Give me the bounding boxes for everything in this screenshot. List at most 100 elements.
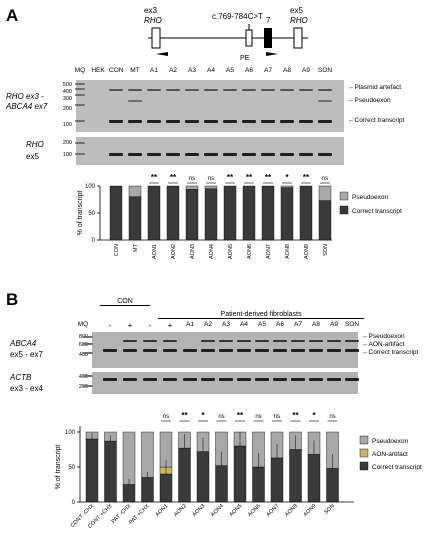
correct-band-b bbox=[201, 349, 215, 352]
reverse-primer-icon bbox=[266, 52, 278, 56]
chart-b-bar-correct-transcript bbox=[141, 477, 154, 503]
pe-box bbox=[245, 29, 253, 47]
correct-band-b bbox=[309, 349, 323, 352]
lane-label-b-7: A8 bbox=[312, 321, 320, 328]
chx-label-1: + bbox=[127, 321, 133, 330]
chart-a-significance: ns bbox=[322, 176, 328, 182]
pseudoexon-band-b bbox=[219, 340, 233, 342]
correct-band-b bbox=[219, 349, 233, 352]
chart-b-bar-pseudoexon bbox=[215, 431, 228, 466]
lane-label-b-8: A9 bbox=[330, 321, 338, 328]
chart-a-bar-correct-transcript bbox=[318, 200, 332, 241]
annot-correct-a: ←Correct transcript bbox=[348, 117, 405, 124]
chart-b-bar-correct-transcript bbox=[104, 440, 117, 503]
lane-label-a-7: A4 bbox=[207, 67, 215, 74]
group-con: CON bbox=[100, 298, 150, 306]
chart-a-bar-pseudoexon bbox=[185, 185, 199, 190]
plasmid-band bbox=[318, 89, 332, 91]
actb-band bbox=[103, 378, 117, 381]
pseudoexon-band-b bbox=[291, 340, 305, 342]
lane-label-mq: MQ bbox=[77, 321, 89, 328]
lane-label-b-0: A1 bbox=[186, 321, 194, 328]
actb-band bbox=[345, 378, 359, 381]
chart-a-bar-correct-transcript bbox=[128, 196, 142, 241]
rho2-label: RHO bbox=[290, 16, 308, 25]
chart-b-significance: ** bbox=[181, 411, 188, 420]
correct-band bbox=[318, 120, 332, 123]
correct-band-b bbox=[237, 349, 251, 352]
pe-label: PE bbox=[240, 55, 250, 62]
chart-b-xtick-label: AON7 bbox=[266, 503, 281, 518]
lane-label-a-11: A8 bbox=[283, 67, 291, 74]
panel-a-lane-labels: MQ HEK CON MT A1 A2 A3 A4 A5 A6 A7 A8 A9 SON bbox=[0, 67, 434, 79]
panel-a-letter: A bbox=[6, 6, 19, 25]
chart-b-xtick-label: AON3 bbox=[192, 503, 207, 518]
actb-band bbox=[309, 378, 323, 381]
gel2a-image bbox=[75, 137, 344, 165]
chart-b-significance: ns bbox=[329, 414, 335, 420]
chart-a-significance: ** bbox=[265, 173, 272, 182]
correct-band-b bbox=[345, 349, 359, 352]
chart-a-xtick-label: SON bbox=[323, 244, 329, 256]
correct-band-b bbox=[255, 349, 269, 352]
chx-label-0: - bbox=[108, 321, 112, 330]
ladder-band-a bbox=[75, 88, 85, 90]
lane-label-a-12: A9 bbox=[302, 67, 310, 74]
rho-ex5-band bbox=[261, 153, 275, 156]
panel-a-chart: 0 50 100% of transcript CON MT AON1 AON2 AON3 AO… bbox=[77, 173, 402, 259]
plasmid-band bbox=[109, 89, 123, 91]
chart-b-legend-swatch bbox=[359, 461, 369, 471]
lane-label-a-9: A6 bbox=[245, 67, 253, 74]
ladder-band-b bbox=[83, 336, 93, 338]
ex7-label: 7 bbox=[266, 16, 271, 25]
lane-label-a-5: A2 bbox=[169, 67, 177, 74]
lane-label-a-8: A5 bbox=[226, 67, 234, 74]
correct-band-b bbox=[123, 349, 137, 352]
correct-band bbox=[204, 120, 218, 123]
chart-a-significance: ns bbox=[189, 176, 195, 182]
lane-label-b-6: A7 bbox=[294, 321, 302, 328]
correct-band-b bbox=[327, 349, 341, 352]
chart-a-xtick-label: AON8 bbox=[285, 244, 291, 259]
correct-band bbox=[223, 120, 237, 123]
mw-a1-0: 500 bbox=[62, 82, 72, 88]
correct-band-b bbox=[273, 349, 287, 352]
chart-b-bar-correct-transcript bbox=[326, 468, 339, 503]
group-patient: Patient-derived fibroblasts bbox=[158, 311, 364, 319]
chart-a-bar-correct-transcript bbox=[185, 189, 199, 241]
lane-label-b-5: A6 bbox=[276, 321, 284, 328]
rho-ex5-band bbox=[280, 153, 294, 156]
panel-b-lane-labels: MQ - + - + A1 A2 A3 A4 A5 A6 A7 A8 A9 SON bbox=[0, 321, 434, 333]
gene-schematic: ex3 RHO c.769-784C>T PE 7 ex5 RHO bbox=[144, 6, 308, 62]
lane-label-b-2: A3 bbox=[222, 321, 230, 328]
annot-pseudoexon-a: ←Pseudoexon bbox=[348, 97, 391, 104]
chart-b-xtick-label: AON5 bbox=[229, 503, 244, 518]
panel-b-letter: B bbox=[6, 290, 19, 309]
correct-band-b bbox=[183, 349, 197, 352]
plasmid-band bbox=[185, 89, 199, 91]
chx-label-3: + bbox=[167, 321, 173, 330]
pseudoexon-band bbox=[318, 100, 332, 102]
forward-primer-icon bbox=[156, 52, 168, 56]
chart-b-xtick-label: AON6 bbox=[247, 503, 262, 518]
chart-b-bar-correct-transcript bbox=[85, 438, 99, 503]
actb-band bbox=[183, 378, 197, 381]
chart-b-significance: ** bbox=[292, 411, 299, 420]
gel1a-image bbox=[75, 80, 344, 132]
gel2a-label-2: ex5 bbox=[26, 152, 39, 161]
lane-label-a-4: A1 bbox=[150, 67, 158, 74]
mw-b2-0: 400 bbox=[78, 374, 88, 380]
ladder-band-b bbox=[83, 352, 93, 354]
plasmid-band bbox=[166, 89, 180, 91]
actb-band bbox=[219, 378, 233, 381]
chart-a-legend-label: Correct transcript bbox=[352, 208, 402, 215]
chart-a-significance: ** bbox=[303, 173, 310, 182]
chart-b-bar-pseudoexon bbox=[122, 431, 136, 485]
plasmid-band bbox=[147, 89, 161, 91]
chart-a-xtick-label: MT bbox=[133, 243, 139, 252]
correct-band bbox=[261, 120, 275, 123]
chart-a-ytick-label: 50 bbox=[88, 211, 95, 217]
lane-label-a-6: A3 bbox=[188, 67, 196, 74]
mw-a1-1: 400 bbox=[62, 89, 72, 95]
